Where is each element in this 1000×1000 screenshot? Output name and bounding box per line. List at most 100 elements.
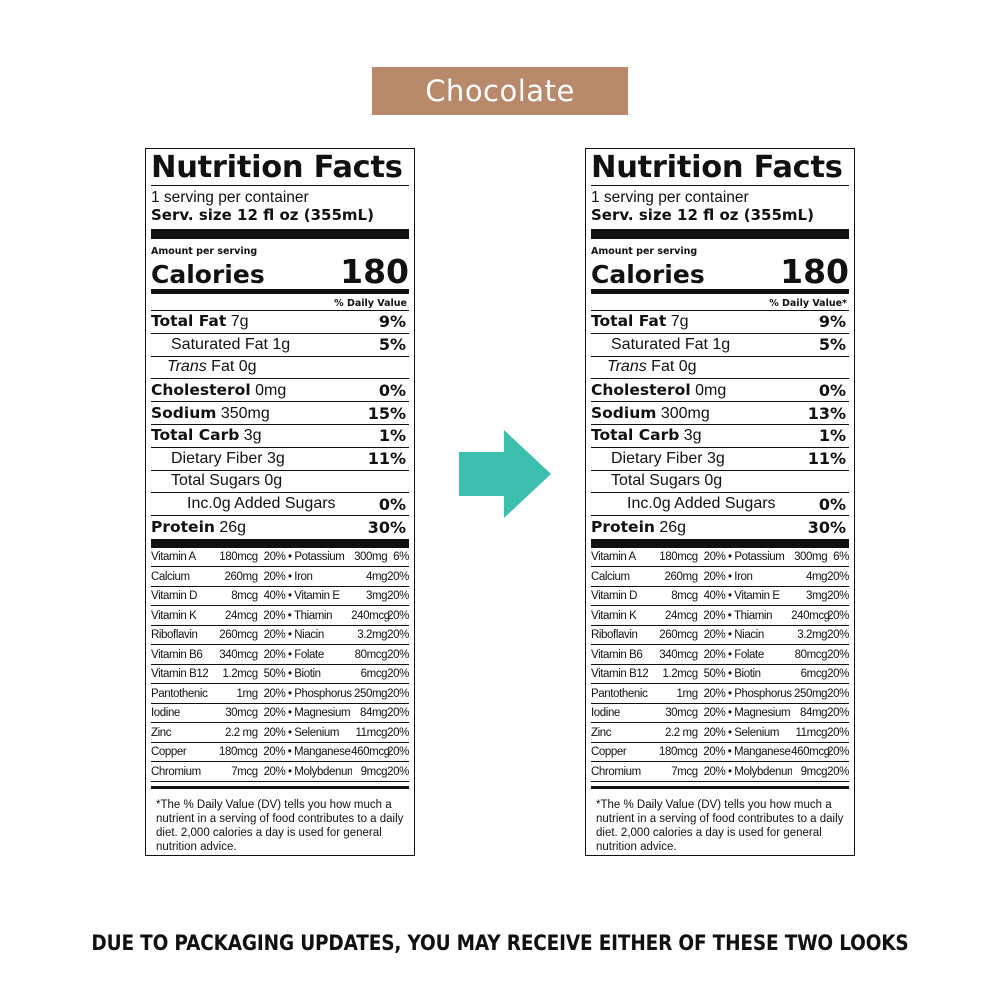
- nutrient-name-cell: Total Carb 3g: [151, 426, 262, 445]
- bullet-separator: •: [288, 687, 292, 700]
- vitamin-amount: 7mcg: [671, 765, 698, 778]
- nutrient-row: Total Fat 7g 9%: [591, 311, 849, 334]
- vitamin-percent: 50%: [703, 668, 726, 681]
- vitamin-name: Vitamin D: [591, 590, 638, 603]
- nutrient-row: Inc.0g Added Sugars 0%: [151, 493, 409, 517]
- bullet-separator: •: [288, 570, 292, 583]
- vitamin-amount: 1.2mcg: [222, 668, 258, 681]
- nutrient-name: Cholesterol: [591, 380, 691, 399]
- mineral-percent: 20%: [827, 609, 849, 622]
- vitamin-percent: 40%: [263, 590, 286, 603]
- bullet-separator: •: [288, 668, 292, 681]
- vitamin-amount: 340mcg: [219, 648, 258, 661]
- vitamin-name: Vitamin B12: [151, 668, 209, 681]
- vitamin-amount: 30mcg: [665, 707, 698, 720]
- mineral-amount: 9mcg: [360, 765, 388, 778]
- nutrient-name: Total Sugars 0g: [171, 472, 283, 490]
- vitamin-name: Zinc: [151, 726, 172, 739]
- vitamin-amount: 8mcg: [671, 590, 698, 603]
- nutrient-percent: 9%: [818, 312, 846, 332]
- vitamin-name: Zinc: [591, 726, 612, 739]
- mineral-amount: 460mcg: [791, 746, 830, 759]
- vitamin-amount: 8mcg: [231, 590, 258, 603]
- vitamin-row: Vitamin A 180mcg 20% • Potassium 300mg 6%: [591, 548, 849, 568]
- nutrient-name: Inc.0g Added Sugars: [187, 495, 336, 513]
- vitamin-amount: 260mcg: [659, 629, 698, 642]
- mineral-percent: 6%: [393, 551, 409, 564]
- nutrient-amount: 300mg: [656, 404, 710, 422]
- mineral-percent: 20%: [387, 590, 409, 603]
- nutrient-name: Total Carb: [151, 426, 240, 445]
- nutrient-percent: 0%: [378, 380, 406, 400]
- nutrient-amount: 26g: [654, 519, 687, 537]
- nutrition-label-old: Nutrition Facts 1 serving per container Se…: [145, 148, 415, 856]
- mineral-amount: 3.2mg: [357, 629, 388, 642]
- nutrient-amount: 7g: [226, 313, 249, 331]
- mineral-amount: 4mg: [806, 570, 828, 583]
- vitamin-amount: 260mcg: [219, 629, 258, 642]
- vitamin-row: Zinc 2.2 mg 20% • Selenium 11mcg 20%: [591, 723, 849, 743]
- nutrient-percent: 11%: [367, 449, 406, 469]
- mineral-name: Folate: [734, 648, 764, 661]
- daily-value-header: % Daily Value: [151, 294, 409, 311]
- nutrient-percent: 1%: [818, 426, 846, 446]
- mineral-amount: 240mcg: [791, 609, 830, 622]
- vitamin-percent: 20%: [263, 746, 286, 759]
- vitamin-row: Vitamin K 24mcg 20% • Thiamin 240mcg 20%: [591, 606, 849, 626]
- vitamin-amount: 180mcg: [658, 746, 698, 759]
- servings-per-container: 1 serving per container: [151, 189, 309, 206]
- vitamin-row: Copper 180mcg 20% • Manganese 460mcg 20%: [591, 743, 849, 763]
- mineral-name: Niacin: [734, 629, 764, 642]
- mineral-amount: 3mg: [806, 590, 828, 603]
- vitamin-amount: 1.2mcg: [662, 668, 698, 681]
- nutrient-percent: 5%: [378, 335, 406, 355]
- vitamin-name: Vitamin A: [151, 551, 196, 564]
- vitamin-name: Calcium: [151, 570, 190, 583]
- vitamin-row: Vitamin K 24mcg 20% • Thiamin 240mcg 20%: [151, 606, 409, 626]
- vitamin-amount: 340mcg: [659, 648, 698, 661]
- nutrient-name-cell: Total Fat 7g: [591, 312, 689, 331]
- nutrient-name: Trans: [607, 358, 647, 376]
- vitamin-percent: 50%: [263, 668, 286, 681]
- label-title: Nutrition Facts: [151, 151, 409, 186]
- nutrient-name-cell: Total Sugars 0g: [591, 472, 722, 490]
- bullet-separator: •: [728, 726, 732, 739]
- nutrient-percent: 1%: [378, 426, 406, 446]
- vitamin-percent: 20%: [263, 570, 286, 583]
- nutrition-label-new: Nutrition Facts 1 serving per container Se…: [585, 148, 855, 856]
- nutrient-percent: 15%: [367, 403, 406, 423]
- vitamin-name: PantothenicAcid: [151, 687, 208, 700]
- nutrient-row: Cholesterol 0mg 0%: [591, 379, 849, 403]
- mineral-percent: 20%: [387, 707, 409, 720]
- mineral-name: Biotin: [294, 668, 321, 681]
- nutrient-row: Dietary Fiber 3g 11%: [151, 448, 409, 471]
- nutrient-row: Inc.0g Added Sugars 0%: [591, 493, 849, 517]
- nutrient-name-cell: Total Fat 7g: [151, 312, 249, 331]
- vitamin-amount: 260mg: [664, 570, 699, 583]
- nutrient-row: Protein 26g 30%: [591, 516, 849, 539]
- vitamin-row: Vitamin D 8mcg 40% • Vitamin E 3mg 20%: [591, 587, 849, 607]
- nutrient-name: Trans: [167, 358, 207, 376]
- vitamin-amount: 24mcg: [224, 609, 258, 622]
- nutrient-amount: 0mg: [250, 381, 287, 399]
- mineral-name: Niacin: [294, 629, 324, 642]
- nutrient-amount: 3g: [679, 427, 702, 445]
- bullet-separator: •: [728, 648, 732, 661]
- vitamin-name: Iodine: [151, 707, 180, 720]
- vitamin-mineral-table: Vitamin A 180mcg 20% • Potassium 300mg 6% Calci…: [151, 538, 409, 782]
- vitamin-row: Copper 180mcg 20% • Manganese 460mcg 20%: [151, 743, 409, 763]
- calories-row: Calories 180: [591, 255, 849, 289]
- vitamin-name: PantothenicAcid: [591, 687, 648, 700]
- nutrient-name: Protein: [151, 518, 215, 537]
- mineral-name: Magnesium: [294, 707, 351, 720]
- nutrient-percent: 5%: [818, 335, 846, 355]
- nutrient-name-cell: Cholesterol 0mg: [591, 381, 726, 400]
- nutrient-name: Inc.0g Added Sugars: [627, 495, 776, 513]
- vitamin-row: Vitamin B6 340mcg 20% • Folate 80mcg 20%: [591, 645, 849, 665]
- vitamin-name: Vitamin B6: [591, 648, 643, 661]
- nutrient-name-cell: Trans Fat 0g: [591, 358, 697, 376]
- vitamin-row: Calcium 260mg 20% • Iron 4mg 20%: [591, 567, 849, 587]
- nutrient-row: Total Fat 7g 9%: [151, 311, 409, 334]
- mineral-name: Vitamin E: [734, 590, 780, 603]
- nutrient-name-cell: Sodium 350mg: [151, 404, 270, 423]
